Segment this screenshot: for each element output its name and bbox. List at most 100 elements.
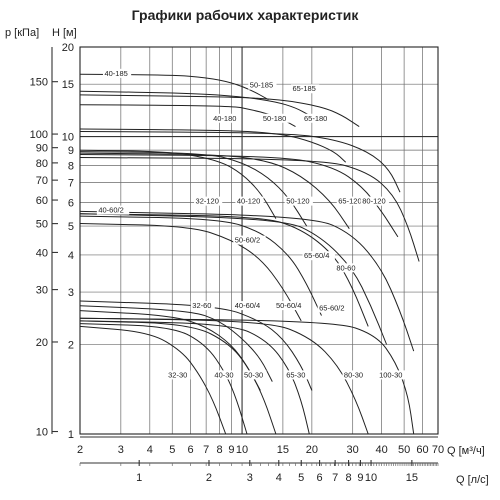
curve-label: 65-180 xyxy=(304,114,327,123)
p-tick-label: 90 xyxy=(36,143,48,155)
x-tick-label: 5 xyxy=(169,444,175,456)
x-tick-label: 4 xyxy=(147,444,153,456)
curve-label-bg xyxy=(302,113,331,123)
curves xyxy=(79,73,420,435)
curve-32-120 xyxy=(79,149,277,219)
curve-65-60/4 xyxy=(79,213,369,327)
curve-label-bg xyxy=(166,370,191,380)
curve-50-185 xyxy=(79,90,310,116)
p-tick-label: 10 xyxy=(36,427,48,439)
chart-title: Графики рабочих характеристик xyxy=(132,7,360,23)
curve-65-180 xyxy=(79,131,401,193)
curve-label: 65-60/2 xyxy=(319,304,344,313)
x2-tick-label: 1 xyxy=(136,472,142,484)
curve-label-bg xyxy=(274,301,307,311)
p-tick-label: 80 xyxy=(36,158,48,170)
x-tick-label: 7 xyxy=(203,444,209,456)
curve-label: 50-60/2 xyxy=(235,236,260,245)
curve-label: 50-60/4 xyxy=(276,301,301,310)
curve-label: 40-185 xyxy=(104,69,127,78)
p-tick-label: 20 xyxy=(36,337,48,349)
curve-label: 50-120 xyxy=(286,197,309,206)
curve-65-60/2 xyxy=(79,213,388,345)
x-tick-label: 70 xyxy=(432,444,444,456)
curve-label-bg xyxy=(194,196,223,206)
p-tick-label: 40 xyxy=(36,247,48,259)
curve-label-bg xyxy=(233,301,266,311)
x-tick-label: 50 xyxy=(398,444,410,456)
curve-label: 50-180 xyxy=(263,114,286,123)
curve-label: 80-60 xyxy=(336,263,355,272)
curve-label-bg xyxy=(377,370,406,380)
x-axis-ticks: 2 3 4 5 6 7 8 9 10 15 20 30 40 50 60 70 xyxy=(77,436,444,456)
curve-40-60/4 xyxy=(79,305,273,382)
plot-frame xyxy=(79,46,439,435)
curve-label-bg xyxy=(233,235,266,245)
curve-label-bg xyxy=(248,80,277,90)
x2-tick-label: 7 xyxy=(332,472,338,484)
x2-axis-ticks: 1 2 3 4 5 6 7 8 9 10 15 xyxy=(79,460,439,484)
curve-label-bg xyxy=(96,205,130,215)
p-tick-label: 30 xyxy=(36,285,48,297)
x2-axis-label: Q [л/с] xyxy=(456,474,489,486)
curve-label-bg xyxy=(290,84,320,94)
curve-label-bg xyxy=(261,113,290,123)
x2-tick-label: 8 xyxy=(346,472,352,484)
curve-label-bg xyxy=(342,370,367,380)
curve-label-bg xyxy=(284,196,313,206)
grid xyxy=(79,46,439,435)
p-tick-label: 50 xyxy=(36,219,48,231)
curve-label: 65-30 xyxy=(286,370,305,379)
curve-label: 65-120 xyxy=(338,197,361,206)
curve-50-60/4 xyxy=(79,300,313,391)
p-tick-label: 70 xyxy=(36,175,48,187)
h-tick-label: 15 xyxy=(62,79,74,91)
x2-tick-label: 9 xyxy=(357,472,363,484)
curve-80-60 xyxy=(79,210,415,352)
x2-tick-label: 5 xyxy=(298,472,304,484)
curve-label: 65-185 xyxy=(292,84,315,93)
curve-label-bg xyxy=(235,196,264,206)
curve-label-bg xyxy=(336,196,365,206)
h-tick-label: 9 xyxy=(68,145,74,157)
x-tick-label: 10 xyxy=(236,444,248,456)
curve-label-bg xyxy=(211,113,240,123)
curve-label: 65-60/4 xyxy=(304,251,329,260)
curve-label-bg xyxy=(212,370,237,380)
h-tick-label: 5 xyxy=(68,221,74,233)
x2-tick-label: 4 xyxy=(276,472,282,484)
curve-label: 40-60/2 xyxy=(98,206,123,215)
curve-label: 50-185 xyxy=(250,81,273,90)
curve-label: 40-30 xyxy=(214,370,233,379)
h-tick-label: 8 xyxy=(68,160,74,172)
x-tick-label: 2 xyxy=(77,444,83,456)
curve-label-bg xyxy=(242,370,267,380)
x2-tick-label: 6 xyxy=(317,472,323,484)
curve-label: 32-60 xyxy=(192,301,211,310)
curve-label: 50-30 xyxy=(244,370,263,379)
x-tick-label: 9 xyxy=(228,444,234,456)
curve-40-60/2 xyxy=(79,223,302,322)
curve-label-bg xyxy=(302,251,335,261)
curve-40-120 xyxy=(79,151,308,227)
curve-65-30 xyxy=(79,320,310,435)
x-tick-label: 30 xyxy=(347,444,359,456)
x-tick-label: 40 xyxy=(376,444,388,456)
curve-label: 32-120 xyxy=(196,197,219,206)
h-tick-label: 4 xyxy=(68,250,74,262)
curve-50-180 xyxy=(79,128,347,163)
curve-65-185 xyxy=(79,94,360,128)
curve-label: 80-30 xyxy=(344,370,363,379)
x-tick-label: 60 xyxy=(416,444,428,456)
p-tick-label: 150 xyxy=(30,77,48,89)
x-tick-label: 6 xyxy=(188,444,194,456)
h-tick-label: 3 xyxy=(68,287,74,299)
curve-label-bg xyxy=(284,370,309,380)
curve-32-30 xyxy=(79,325,227,435)
curve-label-bg xyxy=(190,301,215,311)
h-axis-ticks: 1 2 3 4 5 6 7 8 910 15 20 xyxy=(62,42,74,441)
p-axis-ticks: 10 20 30 40 50 60 70 80 90 100 150 xyxy=(30,47,58,439)
curve-label: 80-120 xyxy=(362,197,385,206)
curve-50-60/2 xyxy=(79,215,322,316)
